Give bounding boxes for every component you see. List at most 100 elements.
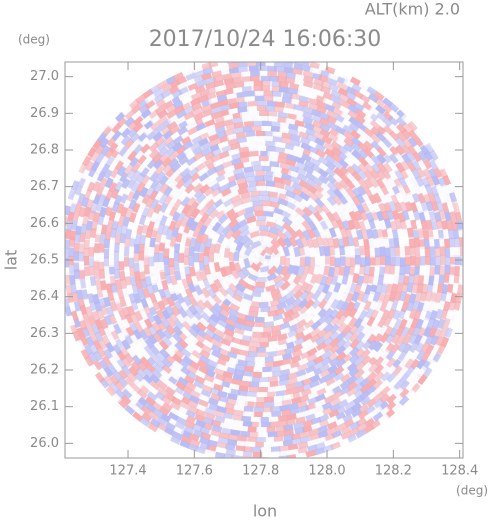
echo-cell: [274, 105, 285, 113]
echo-cell: [272, 360, 283, 368]
echo-cell: [149, 114, 161, 125]
echo-cell: [309, 379, 321, 389]
echo-cell: [278, 455, 289, 458]
echo-cell: [254, 135, 264, 142]
echo-cell: [162, 99, 174, 110]
echo-cell: [243, 406, 254, 413]
echo-cell: [182, 178, 194, 189]
echo-cell: [424, 334, 434, 346]
echo-cell: [277, 71, 288, 78]
echo-cell: [338, 158, 350, 169]
echo-cell: [399, 218, 408, 230]
echo-cell: [228, 148, 239, 156]
echo-cell: [328, 245, 336, 256]
echo-cell: [148, 256, 155, 267]
echo-cell: [83, 266, 90, 277]
echo-cell: [253, 165, 264, 172]
echo-cell: [224, 334, 235, 343]
echo-cell: [242, 257, 251, 269]
echo-cell: [108, 264, 115, 275]
echo-cell: [241, 115, 252, 123]
echo-cell: [126, 178, 137, 190]
echo-cell: [147, 385, 159, 396]
echo-cell: [299, 289, 310, 301]
echo-cell: [232, 414, 243, 422]
echo-cell: [366, 200, 376, 212]
echo-cell: [327, 364, 339, 374]
echo-cell: [220, 187, 232, 197]
echo-cell: [331, 101, 343, 111]
echo-cell: [146, 166, 157, 178]
echo-cell: [232, 292, 244, 303]
echo-cell: [289, 82, 300, 90]
echo-cell: [356, 169, 368, 181]
echo-cell: [265, 391, 276, 398]
echo-cell: [265, 105, 276, 112]
echo-cell: [415, 200, 424, 212]
echo-cell: [384, 255, 391, 266]
echo-cell: [373, 91, 385, 102]
echo-cell: [59, 243, 65, 253]
echo-cell: [121, 318, 131, 330]
echo-cell: [243, 238, 254, 249]
echo-cell: [289, 92, 301, 101]
echo-cell: [265, 170, 276, 177]
echo-cell: [354, 114, 366, 125]
echo-cell: [173, 71, 185, 81]
echo-cell: [177, 411, 189, 421]
echo-cell: [406, 227, 414, 238]
echo-cell: [215, 173, 227, 183]
echo-cell: [265, 180, 276, 187]
echo-cell: [108, 257, 115, 268]
echo-cell: [323, 265, 331, 276]
echo-cell: [160, 413, 172, 423]
echo-cell: [240, 430, 251, 438]
echo-cell: [280, 326, 291, 336]
echo-cell: [424, 247, 431, 257]
echo-cell: [111, 130, 122, 141]
echo-cell: [392, 394, 404, 405]
echo-cell: [162, 93, 174, 104]
echo-cell: [240, 455, 251, 458]
echo-cell: [119, 206, 129, 218]
echo-cell: [250, 160, 261, 167]
echo-cell: [348, 331, 360, 343]
echo-cell: [316, 105, 328, 115]
echo-cell: [306, 203, 318, 215]
echo-cell: [358, 309, 368, 321]
echo-cell: [342, 124, 354, 134]
echo-cell: [65, 248, 70, 259]
echo-cell: [269, 456, 280, 458]
echo-cell: [331, 378, 343, 389]
echo-cell: [278, 379, 289, 387]
echo-cell: [148, 246, 155, 257]
echo-cell: [324, 383, 336, 393]
echo-cell: [114, 388, 126, 400]
echo-cell: [86, 181, 96, 193]
echo-cell: [143, 255, 150, 266]
echo-cell: [158, 406, 170, 416]
x-tick-label: 128.0: [308, 464, 345, 479]
echo-cell: [355, 361, 366, 372]
echo-cell: [348, 307, 358, 319]
echo-cell: [388, 137, 400, 149]
echo-cell: [278, 151, 289, 160]
echo-cell: [281, 272, 292, 283]
echo-cell: [224, 443, 236, 451]
echo-cell: [335, 358, 347, 369]
echo-cell: [143, 318, 154, 330]
echo-cell: [306, 353, 318, 363]
echo-cell: [289, 360, 300, 369]
echo-cell: [222, 197, 234, 208]
echo-cell: [103, 265, 110, 275]
echo-cell: [272, 171, 283, 179]
echo-cell: [177, 376, 189, 387]
echo-cell: [230, 429, 241, 437]
echo-cell: [389, 264, 396, 275]
echo-cell: [353, 355, 365, 367]
echo-cell: [403, 350, 414, 362]
echo-cell: [359, 87, 371, 98]
echo-cell: [417, 150, 428, 162]
echo-cell: [137, 162, 148, 174]
